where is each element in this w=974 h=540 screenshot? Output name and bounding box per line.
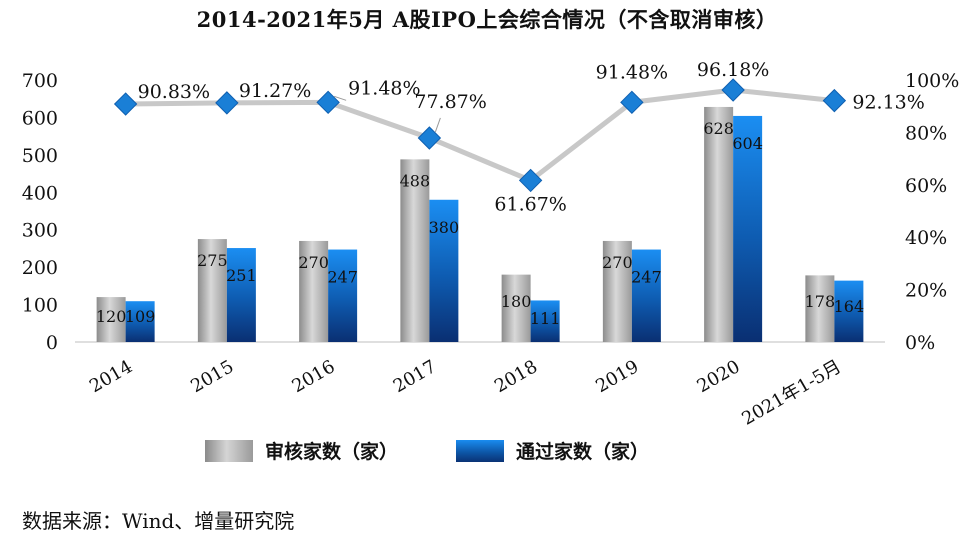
bar-reviewed-value: 270 — [298, 253, 329, 272]
legend-swatch-blue — [456, 439, 505, 462]
y-right-tick-label: 60% — [905, 175, 947, 197]
rate-value-label: 92.13% — [852, 92, 924, 114]
bar-passed — [328, 249, 358, 342]
legend-item-passed: 通过家数（家） — [456, 437, 649, 464]
bar-reviewed-value: 120 — [96, 307, 127, 326]
bar-reviewed — [96, 297, 126, 342]
y-right-tick-label: 20% — [905, 280, 947, 302]
bar-passed-value: 109 — [125, 307, 156, 326]
rate-value-label: 91.48% — [596, 61, 668, 83]
rate-line — [113, 78, 847, 193]
legend-label-passed: 通过家数（家） — [516, 441, 650, 463]
bar-passed — [733, 115, 763, 342]
bar-passed — [834, 280, 864, 342]
legend: 审核家数（家） 通过家数（家） — [205, 437, 649, 464]
rate-marker — [113, 92, 138, 116]
rate-label-leader — [333, 95, 347, 101]
bar-passed-value: 380 — [429, 218, 460, 237]
y-left-tick-label: 200 — [22, 257, 58, 279]
bar-reviewed-value: 488 — [400, 171, 431, 190]
data-labels: 1201092752512702474883801801112702476286… — [96, 59, 925, 328]
bar-reviewed-value: 275 — [197, 251, 228, 270]
x-tick-label: 2019 — [592, 356, 642, 397]
bar-reviewed — [602, 240, 632, 342]
y-left-tick-label: 0 — [46, 332, 58, 354]
rate-value-label: 96.18% — [697, 59, 769, 81]
x-tick-label: 2021年1-5月 — [738, 356, 844, 430]
y-right-tick-label: 0% — [905, 332, 935, 354]
y-right-tick-label: 80% — [905, 122, 947, 144]
y-left-tick-label: 500 — [22, 145, 58, 167]
legend-item-reviewed: 审核家数（家） — [205, 437, 398, 464]
bar-reviewed — [704, 106, 734, 342]
bar-passed — [631, 249, 661, 342]
y-right-tick-label: 100% — [905, 70, 959, 92]
bar-reviewed — [501, 274, 531, 342]
legend-label-reviewed: 审核家数（家） — [265, 441, 399, 463]
rate-marker — [721, 78, 745, 102]
bar-passed-value: 604 — [732, 134, 763, 153]
rate-polyline — [125, 87, 835, 183]
bars — [96, 106, 864, 342]
rate-marker — [417, 126, 442, 150]
y-left-tick-label: 400 — [22, 182, 58, 204]
rate-marker — [316, 90, 340, 115]
source-note: 数据来源：Wind、增量研究院 — [22, 509, 295, 533]
rate-marker — [822, 88, 847, 113]
combo-chart: 0 100 200 300 400 500 600 700 0% 20% 40% 60% 80% 100%… — [22, 59, 960, 430]
bar-passed-value: 247 — [327, 268, 358, 287]
bar-reviewed — [299, 240, 329, 342]
chart-title: 2014-2021年5月 A股IPO上会综合情况（不含取消审核） — [196, 7, 778, 32]
rate-marker — [620, 90, 644, 115]
bar-passed — [125, 301, 155, 342]
bar-passed-value: 247 — [631, 268, 662, 287]
bar-passed-value: 111 — [530, 309, 561, 328]
bar-reviewed-value: 628 — [703, 119, 734, 138]
bar-passed-value: 164 — [834, 297, 865, 316]
y-right-tick-label: 40% — [905, 227, 947, 249]
x-tick-label: 2017 — [390, 356, 440, 397]
rate-marker — [215, 91, 239, 115]
y-left-tick-label: 600 — [22, 107, 58, 129]
rate-label-leader — [434, 117, 441, 133]
y-left-tick-label: 100 — [22, 295, 58, 317]
bar-passed — [530, 300, 560, 342]
rate-marker — [518, 168, 543, 193]
y-left-tick-label: 300 — [22, 220, 58, 242]
rate-value-label: 90.83% — [138, 81, 210, 103]
x-tick-label: 2020 — [693, 356, 743, 397]
bar-reviewed — [805, 275, 835, 342]
axes: 0 100 200 300 400 500 600 700 0% 20% 40% 60% 80% 100%… — [22, 70, 960, 430]
x-tick-label: 2015 — [187, 356, 237, 397]
bar-reviewed-value: 178 — [805, 292, 836, 311]
bar-reviewed-value: 270 — [602, 253, 633, 272]
x-tick-label: 2016 — [288, 356, 338, 397]
x-tick-label: 2018 — [491, 356, 541, 397]
rate-value-label: 77.87% — [414, 91, 486, 113]
y-left-tick-label: 700 — [22, 70, 58, 92]
x-tick-label: 2014 — [86, 356, 136, 397]
bar-reviewed — [197, 239, 227, 342]
bar-passed — [429, 199, 459, 342]
bar-reviewed — [400, 159, 430, 342]
bar-passed — [226, 248, 256, 342]
rate-value-label: 61.67% — [494, 193, 566, 215]
rate-value-label: 91.48% — [348, 77, 420, 99]
bar-reviewed-value: 180 — [501, 292, 532, 311]
legend-swatch-gray — [205, 439, 253, 462]
rate-value-label: 91.27% — [239, 80, 311, 102]
bar-passed-value: 251 — [226, 266, 257, 285]
